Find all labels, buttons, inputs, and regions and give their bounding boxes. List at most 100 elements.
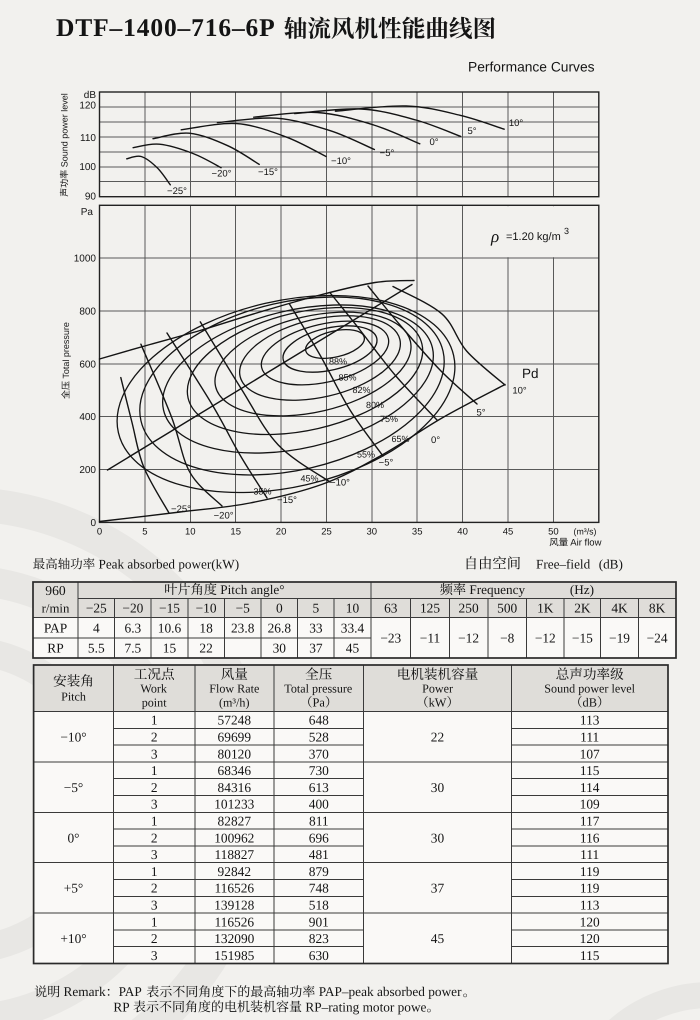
svg-text:−5°: −5°	[380, 148, 395, 159]
svg-text:30: 30	[431, 780, 445, 795]
svg-text:0: 0	[97, 527, 102, 538]
svg-text:1: 1	[151, 864, 158, 879]
svg-text:100: 100	[79, 162, 96, 173]
svg-text:111: 111	[580, 847, 599, 862]
svg-text:18: 18	[199, 621, 213, 636]
svg-text:68346: 68346	[218, 763, 252, 778]
svg-text:55%: 55%	[357, 450, 375, 460]
svg-text:−12: −12	[458, 631, 479, 646]
svg-text:2: 2	[151, 931, 158, 946]
svg-text:−10°: −10°	[330, 477, 350, 488]
svg-text:65%: 65%	[391, 434, 409, 444]
svg-text:37: 37	[309, 641, 323, 656]
svg-text:82827: 82827	[218, 814, 252, 829]
svg-text:15: 15	[230, 527, 241, 538]
svg-text:−24: −24	[647, 631, 668, 646]
svg-text:Sound power level: Sound power level	[544, 682, 635, 696]
svg-text:370: 370	[309, 746, 329, 761]
svg-text:120: 120	[79, 101, 96, 112]
svg-text:Frequency: Frequency	[466, 582, 525, 597]
svg-text:3: 3	[564, 226, 569, 236]
svg-text:82%: 82%	[352, 385, 370, 395]
svg-text:45%: 45%	[300, 474, 318, 484]
svg-text:30: 30	[367, 527, 378, 538]
svg-text:69699: 69699	[218, 730, 252, 745]
svg-text:RP–rating motor powe: RP–rating motor powe	[302, 999, 427, 1014]
svg-text:5: 5	[313, 601, 320, 616]
svg-text:107: 107	[580, 746, 600, 761]
svg-text:80120: 80120	[218, 746, 252, 761]
svg-text:2: 2	[151, 830, 158, 845]
svg-text:75%: 75%	[380, 414, 398, 424]
svg-text:5: 5	[142, 527, 147, 538]
svg-text:23.8: 23.8	[231, 621, 255, 636]
svg-text:2K: 2K	[574, 601, 591, 616]
svg-text:1: 1	[151, 914, 158, 929]
svg-text:88%: 88%	[329, 357, 347, 367]
svg-text:0: 0	[276, 601, 283, 616]
svg-text:Pd: Pd	[522, 366, 539, 381]
svg-text:5.5: 5.5	[88, 641, 105, 656]
svg-text:RP: RP	[113, 999, 132, 1014]
svg-text:−15°: −15°	[258, 167, 278, 178]
svg-text:3: 3	[151, 948, 158, 963]
svg-text:45: 45	[431, 931, 445, 946]
svg-text:−15°: −15°	[277, 495, 297, 506]
svg-text:Free–field: Free–field	[536, 556, 591, 571]
svg-text:33: 33	[309, 621, 323, 636]
svg-text:−20°: −20°	[212, 168, 232, 179]
svg-text:+5°: +5°	[64, 881, 84, 896]
svg-text:point: point	[142, 696, 168, 710]
svg-text:−10: −10	[196, 601, 217, 616]
svg-text:(m³/h): (m³/h)	[219, 696, 250, 710]
svg-text:116526: 116526	[214, 881, 254, 896]
svg-text:100962: 100962	[214, 830, 254, 845]
svg-text:Peak absorbed power(kW): Peak absorbed power(kW)	[95, 556, 239, 571]
svg-text:Pa: Pa	[313, 696, 326, 710]
svg-text:Air flow: Air flow	[568, 538, 601, 549]
svg-text:115: 115	[580, 763, 600, 778]
svg-text:4: 4	[93, 621, 100, 636]
svg-text:110: 110	[80, 133, 96, 144]
svg-text:500: 500	[497, 601, 517, 616]
svg-text:528: 528	[309, 730, 329, 745]
svg-text:730: 730	[309, 763, 329, 778]
svg-text:114: 114	[580, 780, 600, 795]
svg-text:518: 518	[309, 898, 329, 913]
svg-text:3: 3	[151, 797, 158, 812]
svg-text:(dB): (dB)	[599, 556, 623, 571]
svg-text:7.5: 7.5	[125, 641, 142, 656]
svg-text:40: 40	[457, 527, 468, 538]
svg-text:Pitch angle°: Pitch angle°	[217, 582, 285, 597]
svg-text:DTF–1400–716–6P: DTF–1400–716–6P	[56, 13, 276, 42]
svg-text:84316: 84316	[218, 780, 252, 795]
svg-text:0: 0	[90, 518, 96, 529]
svg-text:26.8: 26.8	[268, 621, 292, 636]
svg-text:85%: 85%	[338, 373, 356, 383]
svg-text:−5°: −5°	[379, 457, 394, 468]
svg-text:PAP: PAP	[44, 621, 67, 636]
svg-text:4K: 4K	[611, 601, 628, 616]
svg-text:−23: −23	[380, 631, 401, 646]
svg-text:r/min: r/min	[42, 602, 70, 616]
svg-text:−25°: −25°	[167, 186, 187, 197]
svg-text:1: 1	[151, 763, 158, 778]
svg-text:45: 45	[346, 641, 360, 656]
svg-text:648: 648	[309, 713, 329, 728]
svg-text:8K: 8K	[649, 601, 666, 616]
svg-text:901: 901	[309, 914, 329, 929]
svg-text:Performance Curves: Performance Curves	[468, 59, 595, 74]
svg-text:−20°: −20°	[214, 510, 234, 521]
svg-text:90: 90	[85, 192, 97, 203]
svg-text:80%: 80%	[366, 400, 384, 410]
svg-text:−25: −25	[86, 601, 107, 616]
svg-text:RP: RP	[47, 641, 63, 656]
svg-text:10: 10	[346, 601, 360, 616]
svg-text:−10°: −10°	[60, 730, 86, 745]
svg-text:200: 200	[79, 465, 96, 476]
svg-text:811: 811	[309, 814, 329, 829]
svg-text:22: 22	[199, 641, 212, 656]
svg-text:2: 2	[151, 730, 158, 745]
svg-text:35: 35	[412, 527, 423, 538]
svg-text:116526: 116526	[214, 914, 254, 929]
